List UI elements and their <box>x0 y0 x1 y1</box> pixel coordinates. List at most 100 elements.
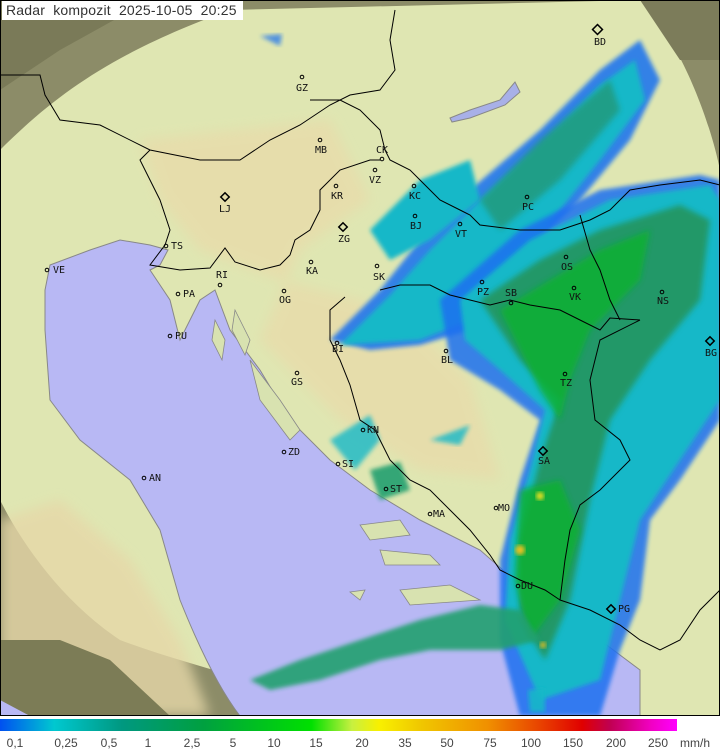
legend-unit: mm/h <box>680 736 710 750</box>
title-time: 20:25 <box>200 2 237 18</box>
city-ck[interactable]: CK <box>376 145 388 162</box>
city-lj[interactable]: LJ <box>219 191 231 215</box>
svg-text:BL: BL <box>441 355 453 366</box>
legend-tick: 50 <box>440 736 454 750</box>
city-pu[interactable]: PU <box>167 331 187 342</box>
city-pz[interactable]: PZ <box>477 279 489 298</box>
city-vt[interactable]: VT <box>455 221 467 240</box>
svg-text:SA: SA <box>538 456 550 467</box>
svg-text:SB: SB <box>505 288 517 299</box>
city-ts[interactable]: TS <box>163 241 183 252</box>
islands <box>211 308 482 606</box>
city-ka[interactable]: KA <box>306 259 318 277</box>
city-vk[interactable]: VK <box>569 285 581 303</box>
city-bd[interactable]: BD <box>591 23 606 48</box>
svg-text:KR: KR <box>331 191 344 202</box>
svg-text:KA: KA <box>306 266 318 277</box>
svg-text:AN: AN <box>149 473 161 484</box>
city-mb[interactable]: MB <box>315 137 327 156</box>
city-an[interactable]: AN <box>141 473 161 484</box>
precipitation-legend: 0,1 0,25 0,5 1 2,5 5 10 15 20 35 50 75 1… <box>0 716 720 751</box>
svg-text:VZ: VZ <box>369 175 381 186</box>
radar-echoes <box>250 34 720 716</box>
svg-text:GZ: GZ <box>296 83 308 94</box>
city-gs[interactable]: GS <box>291 370 303 388</box>
svg-text:VT: VT <box>455 229 467 240</box>
country-borders <box>0 9 720 651</box>
out-of-range-nw <box>0 0 150 90</box>
svg-text:GS: GS <box>291 377 303 388</box>
svg-text:OS: OS <box>561 262 573 273</box>
city-ma[interactable]: MA <box>427 509 445 520</box>
legend-tick: 35 <box>398 736 412 750</box>
svg-text:ST: ST <box>390 484 402 495</box>
legend-tick: 10 <box>267 736 281 750</box>
terrain-tan <box>140 120 500 480</box>
svg-text:MB: MB <box>315 145 327 156</box>
sea-south <box>0 700 30 716</box>
svg-text:PC: PC <box>522 202 534 213</box>
svg-text:BI: BI <box>332 344 344 355</box>
legend-tick: 0,25 <box>54 736 78 750</box>
city-bi[interactable]: BI <box>332 340 344 355</box>
title-date: 2025-10-05 <box>118 2 193 18</box>
svg-text:VE: VE <box>53 265 65 276</box>
svg-text:PA: PA <box>183 289 195 300</box>
city-si[interactable]: SI <box>335 459 354 470</box>
svg-text:BD: BD <box>594 37 606 48</box>
legend-tick: 15 <box>309 736 323 750</box>
city-kc[interactable]: KC <box>409 183 421 202</box>
city-du[interactable]: DU <box>515 581 533 592</box>
svg-text:VK: VK <box>569 292 581 303</box>
svg-text:MA: MA <box>433 509 445 520</box>
city-ri[interactable]: RI <box>216 270 228 288</box>
svg-text:ZG: ZG <box>338 234 350 245</box>
legend-tick: 100 <box>520 736 542 750</box>
city-pa[interactable]: PA <box>175 289 195 300</box>
out-of-range-sw <box>0 640 170 716</box>
city-ns[interactable]: NS <box>657 289 669 307</box>
radar-map[interactable]: BD GZ MB CK VZ KR KC LJ BJ PC VT ZG TS V… <box>0 0 720 716</box>
legend-tick: 150 <box>562 736 584 750</box>
city-bl[interactable]: BL <box>441 348 453 366</box>
city-sa[interactable]: SA <box>537 445 550 467</box>
legend-tick: 20 <box>355 736 369 750</box>
svg-text:SI: SI <box>342 459 354 470</box>
svg-text:LJ: LJ <box>219 204 231 215</box>
city-mo[interactable]: MO <box>493 503 510 514</box>
svg-text:KN: KN <box>367 425 379 436</box>
city-pg[interactable]: PG <box>605 603 630 615</box>
city-ve[interactable]: VE <box>44 265 65 276</box>
city-tz[interactable]: TZ <box>560 371 572 389</box>
city-sb[interactable]: SB <box>505 288 517 306</box>
city-sk[interactable]: SK <box>373 263 385 283</box>
svg-text:CK: CK <box>376 145 388 156</box>
svg-text:PZ: PZ <box>477 287 489 298</box>
svg-text:DU: DU <box>521 581 533 592</box>
legend-tick: 200 <box>605 736 627 750</box>
svg-text:PG: PG <box>618 604 630 615</box>
city-kr[interactable]: KR <box>331 183 344 202</box>
city-gz[interactable]: GZ <box>296 74 308 94</box>
lake-balaton <box>449 81 521 123</box>
city-bj[interactable]: BJ <box>410 213 422 232</box>
city-zd[interactable]: ZD <box>281 447 300 458</box>
city-zg[interactable]: ZG <box>337 221 350 245</box>
city-kn[interactable]: KN <box>360 425 379 436</box>
legend-tick: 5 <box>229 736 237 750</box>
adriatic-sea <box>44 239 641 716</box>
title-label: Radar kompozit <box>6 2 111 18</box>
out-of-range-ne <box>640 0 720 60</box>
city-os[interactable]: OS <box>561 254 573 273</box>
city-vz[interactable]: VZ <box>369 167 381 186</box>
city-st[interactable]: ST <box>383 484 402 495</box>
svg-text:SK: SK <box>373 272 385 283</box>
city-bg[interactable]: BG <box>704 335 717 359</box>
svg-text:ZD: ZD <box>288 447 300 458</box>
city-og[interactable]: OG <box>279 288 291 306</box>
svg-text:TS: TS <box>171 241 183 252</box>
svg-text:MO: MO <box>498 503 510 514</box>
city-pc[interactable]: PC <box>522 194 534 213</box>
svg-text:RI: RI <box>216 270 228 281</box>
legend-tick: 0,5 <box>100 736 118 750</box>
